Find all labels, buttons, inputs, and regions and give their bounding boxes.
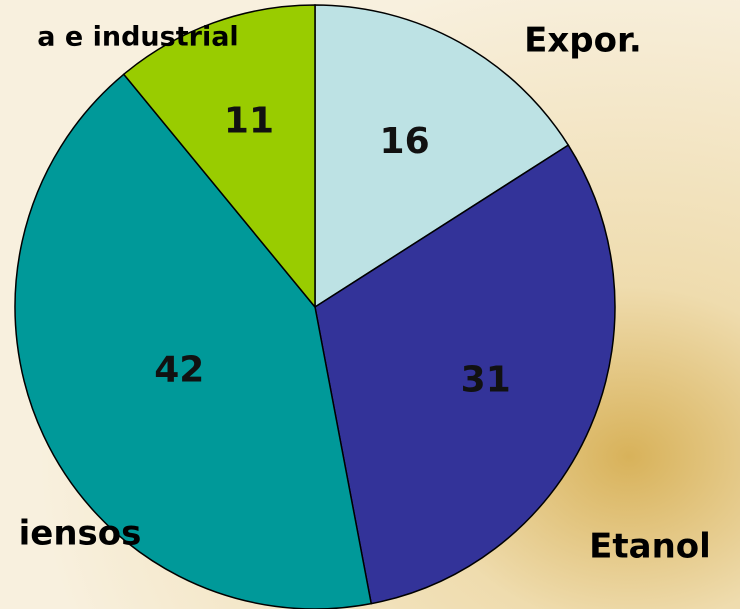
category-label: a e industrial xyxy=(37,22,238,53)
category-label: Etanol xyxy=(589,527,711,567)
chart: 16 Expor. 31 Etanol 42 iensos 11 a e industrial xyxy=(0,0,740,609)
category-label: Expor. xyxy=(524,21,642,61)
value-label: 42 xyxy=(154,349,204,390)
value-label: 11 xyxy=(224,100,274,141)
category-label: iensos xyxy=(19,514,142,554)
value-label: 16 xyxy=(380,121,430,162)
value-label: 31 xyxy=(461,359,511,400)
